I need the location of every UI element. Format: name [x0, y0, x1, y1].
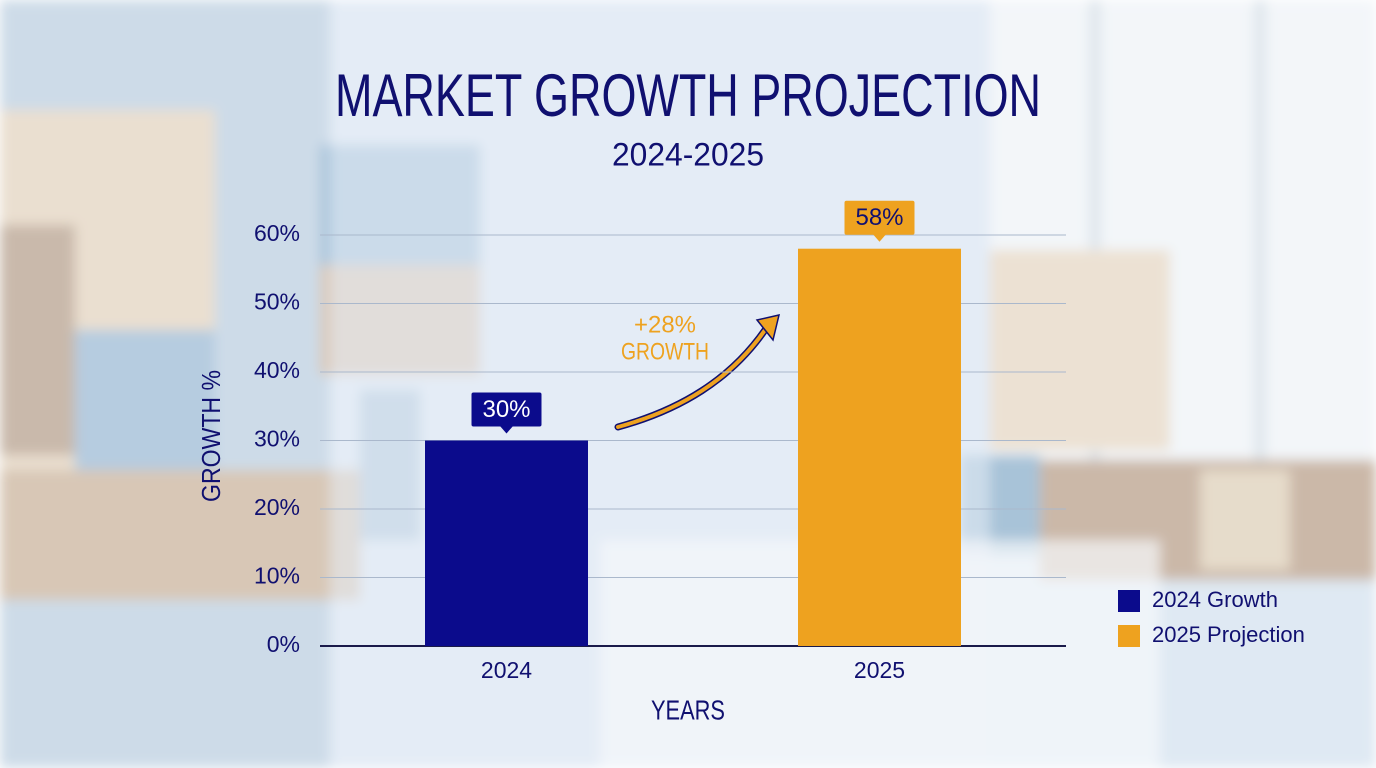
annotation: GROWTH	[621, 338, 709, 365]
y-tick-label: 10%	[254, 563, 300, 589]
x-axis-label: YEARS	[651, 694, 725, 725]
x-tick-label: 2024	[481, 657, 532, 683]
chart-title: MARKET GROWTH PROJECTION	[335, 62, 1041, 129]
legend-swatch	[1118, 625, 1140, 647]
bar	[798, 248, 961, 646]
value-label: 30%	[482, 396, 530, 423]
arrow-head	[755, 314, 781, 342]
y-tick-label: 40%	[254, 357, 300, 383]
legend-label: 2024 Growth	[1152, 587, 1278, 612]
chart-subtitle: 2024-2025	[612, 136, 764, 172]
value-label-box	[844, 200, 915, 235]
arrow	[616, 328, 767, 429]
x-tick-label: 2025	[854, 657, 905, 683]
y-axis-label: GROWTH %	[196, 370, 226, 502]
bar	[425, 440, 588, 646]
y-tick-label: 0%	[267, 631, 300, 657]
legend-label: 2025 Projection	[1152, 622, 1305, 647]
value-label-pointer	[872, 233, 887, 242]
legend-swatch	[1118, 590, 1140, 612]
y-tick-label: 50%	[254, 289, 300, 315]
y-tick-label: 60%	[254, 220, 300, 246]
value-label-box	[471, 392, 542, 427]
value-label-pointer	[499, 425, 514, 434]
y-tick-label: 20%	[254, 494, 300, 520]
value-label: 58%	[855, 204, 903, 231]
annotation: +28%	[634, 311, 696, 338]
y-tick-label: 30%	[254, 426, 300, 452]
